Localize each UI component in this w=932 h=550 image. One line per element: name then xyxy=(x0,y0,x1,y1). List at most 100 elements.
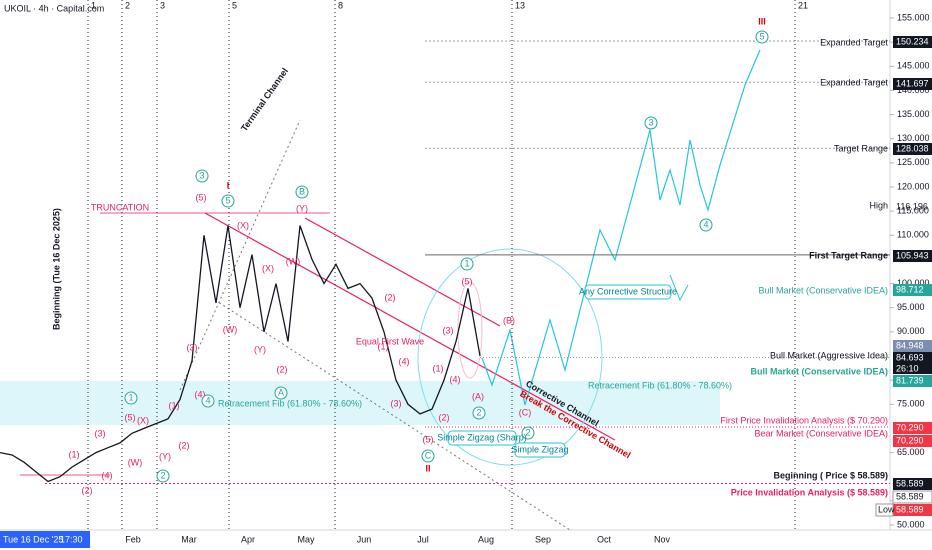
circled-wave: 1 xyxy=(128,392,133,402)
wave-label: (X) xyxy=(137,415,149,425)
wave-circle xyxy=(124,391,138,405)
x-tick-label: Jun xyxy=(357,534,372,544)
level-text: Expanded Target xyxy=(820,37,888,47)
circled-wave: 3 xyxy=(648,117,653,127)
note-box-label: Simple Zigzag xyxy=(511,444,568,454)
wave-label: (2) xyxy=(385,292,396,302)
note: Retracement Fib (61.80% - 78.60%) xyxy=(588,380,732,390)
price-tag-label: 98.712 xyxy=(896,284,924,294)
y-tick-label: 90.000 xyxy=(897,326,925,336)
wave-circle xyxy=(421,449,435,463)
wave-label: (3) xyxy=(187,342,198,352)
y-tick-label: 115.000 xyxy=(897,206,929,216)
low-label: Low xyxy=(878,504,895,514)
wave-label: (5) xyxy=(423,434,434,444)
wave-label: (5) xyxy=(462,276,473,286)
wave-label: (4) xyxy=(399,356,410,366)
circled-wave: 5 xyxy=(225,195,230,205)
cycle-label: 8 xyxy=(338,0,343,10)
wave-label: (1) xyxy=(169,400,180,410)
price-tag-label: 58.589 xyxy=(896,504,924,514)
wave-label: (B) xyxy=(503,315,515,325)
y-tick-label: 145.000 xyxy=(897,61,930,71)
wave-label: (Y) xyxy=(254,344,266,354)
wave-label: (1) xyxy=(433,363,444,373)
wave-label: (2) xyxy=(277,364,288,374)
wave-label: (X) xyxy=(237,220,249,230)
low-bg xyxy=(875,503,894,517)
price-tag-label: 84.693 xyxy=(896,352,924,362)
wave-label: (W) xyxy=(223,324,238,334)
circled-wave: 5 xyxy=(759,31,764,41)
price-tag xyxy=(893,422,932,434)
circled-wave: C xyxy=(425,450,432,460)
price-tag-label: 70.290 xyxy=(896,435,924,445)
countdown-bg xyxy=(893,363,932,374)
y-tick-label: 75.000 xyxy=(897,399,925,409)
level-text: First Target Range xyxy=(809,250,888,260)
price-tag xyxy=(893,143,932,155)
price-tag-label: 84.948 xyxy=(896,340,924,350)
price-tag xyxy=(892,490,932,504)
wave-label: (X) xyxy=(262,263,274,273)
note-box xyxy=(514,442,566,458)
cycle-label: 2 xyxy=(125,0,130,10)
note-box-label: Simple Zigzag (Sharp) xyxy=(437,432,527,442)
wave-circle xyxy=(295,185,309,199)
wave-circle xyxy=(644,116,658,130)
level-text: First Price Invalidation Analysis ($ 70.… xyxy=(720,415,888,425)
degree-mark: I xyxy=(227,180,230,190)
y-tick-label: 120.000 xyxy=(897,181,930,191)
y-tick-label: 155.000 xyxy=(897,12,930,22)
x-tick-label: Apr xyxy=(241,534,255,544)
wave-circle xyxy=(699,218,713,232)
wave-circle xyxy=(460,257,474,271)
y-tick-label: 95.000 xyxy=(897,302,925,312)
cycle-label: 13 xyxy=(515,0,525,10)
vertical-label: Beginning (Tue 16 Dec 2025) xyxy=(51,208,61,330)
y-tick-label: 100.000 xyxy=(897,278,930,288)
price-tag-label: 58.589 xyxy=(896,491,924,501)
wave-label: (A) xyxy=(472,391,484,401)
price-tag xyxy=(893,250,932,262)
wave-label: (C) xyxy=(519,407,532,417)
wave-label: (Y) xyxy=(159,451,171,461)
wave-label: (1) xyxy=(378,341,389,351)
note: TRUNCATION xyxy=(91,202,149,212)
level-text: Price Invalidation Analysis ($ 58.589) xyxy=(731,487,888,497)
circled-wave: 2 xyxy=(525,427,530,437)
level-text: Target Range xyxy=(834,143,888,153)
countdown: 26:10 xyxy=(896,363,919,373)
price-tag-label: 150.234 xyxy=(896,36,929,46)
wave-circle xyxy=(472,406,486,420)
circled-wave: 4 xyxy=(703,219,708,229)
note-box-label: Any Corrective Structure xyxy=(579,286,677,296)
header: UKOIL · 4h · Capital.com xyxy=(4,3,104,13)
price-tag xyxy=(893,352,932,364)
price-tag xyxy=(893,375,932,387)
degree-mark: II xyxy=(425,463,430,473)
degree-mark: III xyxy=(758,16,766,26)
cycle-label: 5 xyxy=(232,0,237,10)
wave-circle xyxy=(274,386,288,400)
wave-circle xyxy=(755,30,769,44)
wave-label: (2) xyxy=(82,485,93,495)
wave-label: (3) xyxy=(391,398,402,408)
level-text: Bull Market (Conservative IDEA) xyxy=(758,285,888,295)
circled-wave: 3 xyxy=(199,170,204,180)
level-text: Bull Market (Aggressive Idea) xyxy=(770,350,888,360)
x-tick-label: Tue 16 Dec '25 xyxy=(3,534,63,544)
x-tick-label: Aug xyxy=(478,534,494,544)
x-tick-label: 17:30 xyxy=(60,534,83,544)
cycle-label: 21 xyxy=(798,0,808,10)
level-text: Bear Market (Conservative IDEA) xyxy=(754,428,888,438)
wave-label: (2) xyxy=(179,440,190,450)
circled-wave: 2 xyxy=(160,470,165,480)
wave-label: (4) xyxy=(102,470,113,480)
y-tick-label: 110.000 xyxy=(897,230,929,240)
circled-wave: B xyxy=(299,186,305,196)
x-tick-label: Nov xyxy=(654,534,671,544)
price-tag xyxy=(893,340,932,352)
x-tick-label: May xyxy=(297,534,315,544)
